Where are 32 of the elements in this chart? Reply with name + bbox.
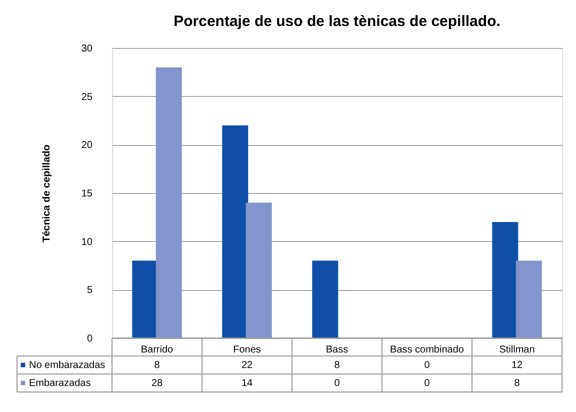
chart-title: Porcentaje de uso de las tènicas de cepillado. — [174, 13, 500, 30]
data-label: 0 — [424, 378, 430, 389]
data-label: 28 — [151, 378, 163, 389]
data-label: 8 — [154, 360, 160, 371]
data-label: 8 — [514, 378, 520, 389]
data-label: 0 — [424, 360, 430, 371]
x-tick-label: Barrido — [140, 344, 174, 356]
bar — [222, 125, 248, 338]
data-label: 14 — [241, 378, 253, 389]
x-tick-label: Fones — [233, 344, 261, 356]
y-tick-label: 20 — [81, 140, 93, 152]
legend-label: Embarazadas — [29, 378, 91, 389]
y-tick-label: 30 — [81, 44, 93, 54]
bar — [156, 67, 182, 338]
bar — [516, 260, 542, 338]
bar — [492, 222, 518, 338]
y-tick-label: 5 — [86, 285, 93, 296]
x-tick-label: Stillman — [499, 344, 535, 356]
y-tick-label: 10 — [81, 236, 93, 248]
bar — [246, 202, 272, 338]
bar — [312, 260, 338, 338]
y-tick-label: 25 — [81, 92, 93, 103]
y-tick-label: 15 — [81, 188, 93, 200]
data-label: 8 — [334, 360, 340, 371]
data-label: 12 — [511, 360, 523, 371]
y-tick-label: 0 — [86, 334, 93, 344]
y-axis-title: Técnica de cepillado — [41, 144, 52, 242]
legend-label: No embarazadas — [29, 360, 106, 371]
x-tick-label: Bass combinado — [390, 344, 464, 356]
x-tick-label: Bass — [326, 344, 348, 356]
data-label: 0 — [334, 378, 340, 389]
data-label: 22 — [241, 360, 253, 371]
